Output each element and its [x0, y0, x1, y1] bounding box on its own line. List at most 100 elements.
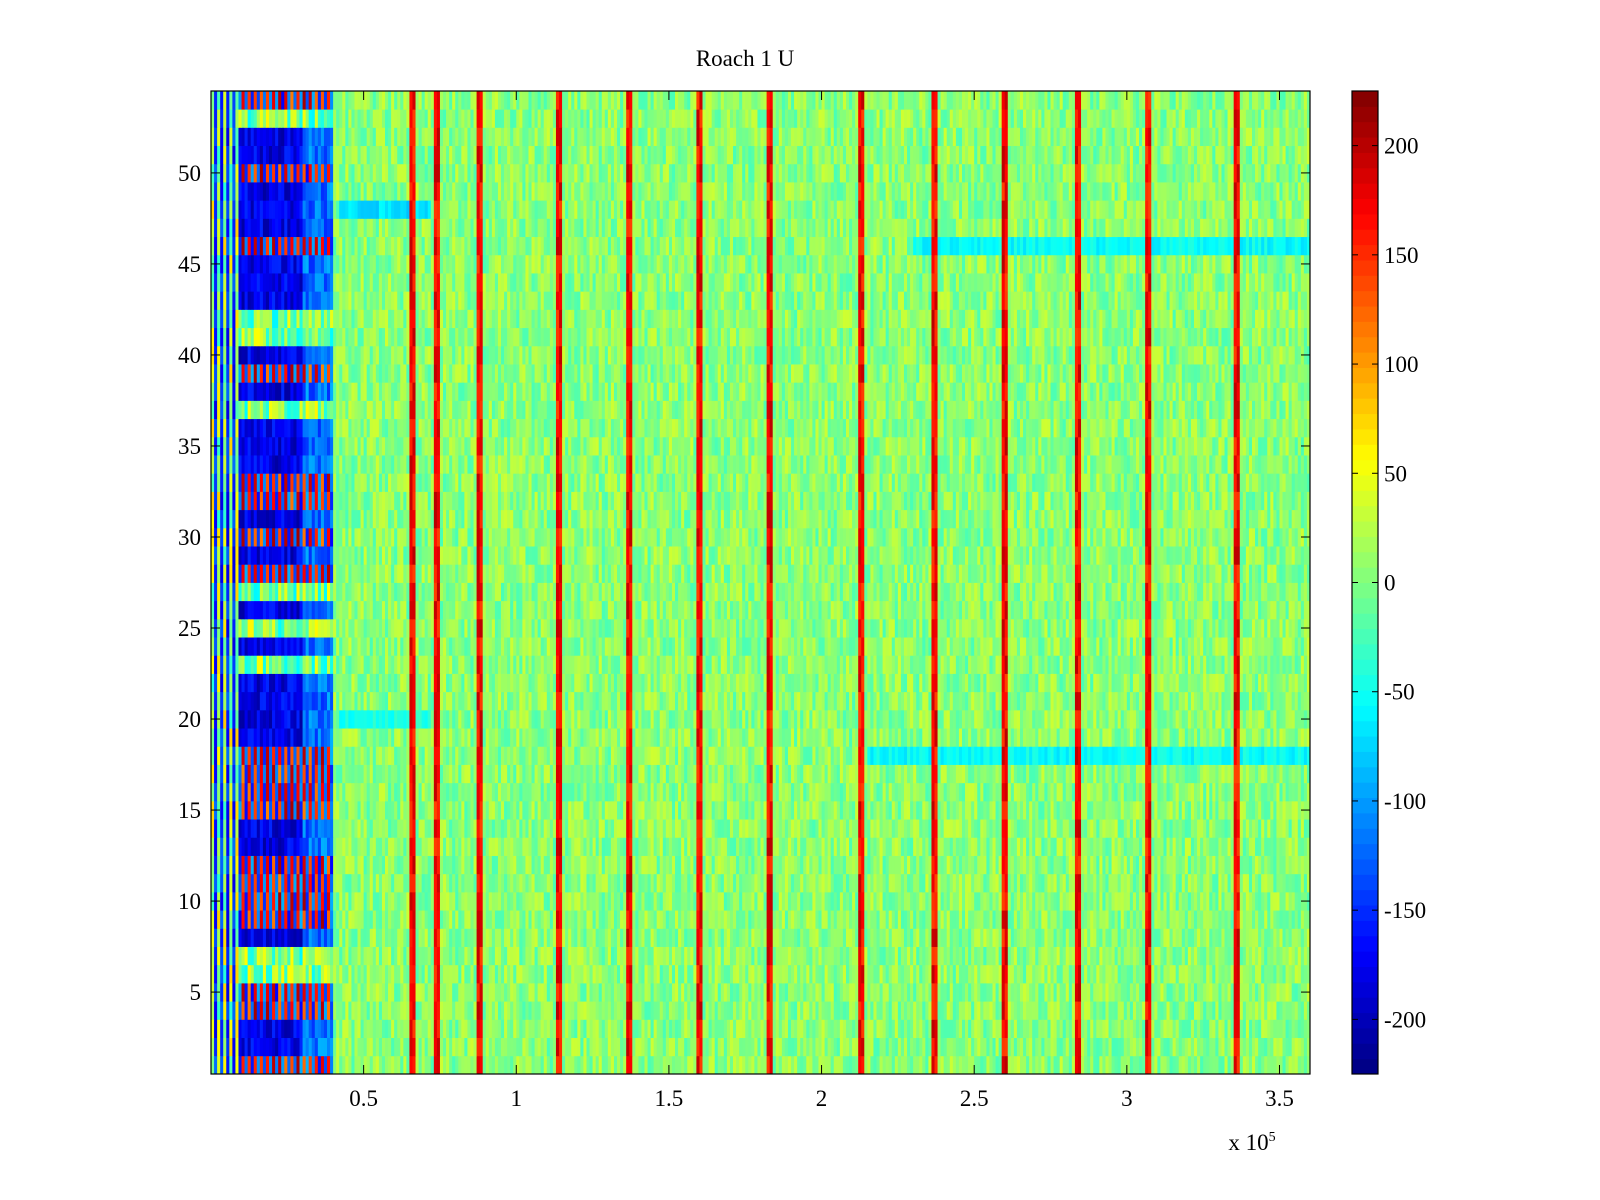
heatmap-cell	[345, 928, 348, 947]
heatmap-cell	[367, 892, 370, 911]
heatmap-cell	[883, 1019, 886, 1038]
heatmap-cell	[886, 983, 889, 1002]
heatmap-cell	[431, 1019, 434, 1038]
heatmap-cell	[238, 874, 241, 893]
heatmap-cell	[1276, 928, 1279, 947]
heatmap-cell	[721, 965, 724, 984]
heatmap-cell	[1203, 892, 1206, 911]
heatmap-cell	[928, 983, 931, 1002]
heatmap-cell	[1228, 892, 1231, 911]
heatmap-cell	[315, 1038, 318, 1057]
heatmap-cell	[492, 819, 495, 838]
heatmap-cell	[403, 819, 406, 838]
heatmap-cell	[1240, 928, 1243, 947]
heatmap-cell	[886, 856, 889, 875]
heatmap-cell	[1304, 1019, 1307, 1038]
heatmap-cell	[678, 1001, 681, 1020]
heatmap-cell	[1054, 1019, 1057, 1038]
heatmap-cell	[1154, 892, 1157, 911]
heatmap-cell	[562, 965, 565, 984]
heatmap-cell	[525, 983, 528, 1002]
heatmap-cell	[315, 1019, 318, 1038]
heatmap-cell	[1231, 928, 1234, 947]
heatmap-cell	[214, 947, 217, 966]
heatmap-cell	[309, 983, 312, 1002]
heatmap-cell	[571, 1019, 574, 1038]
heatmap-cell	[538, 874, 541, 893]
heatmap-cell	[877, 837, 880, 856]
heatmap-cell	[727, 819, 730, 838]
heatmap-cell	[1252, 947, 1255, 966]
heatmap-cell	[828, 910, 831, 929]
heatmap-cell	[370, 892, 373, 911]
heatmap-cell	[406, 1038, 409, 1057]
heatmap-cell	[846, 910, 849, 929]
heatmap-cell	[1112, 910, 1115, 929]
heatmap-cell	[550, 983, 553, 1002]
heatmap-cell	[229, 947, 232, 966]
heatmap-cell	[388, 837, 391, 856]
heatmap-cell	[999, 947, 1002, 966]
heatmap-cell	[324, 837, 327, 856]
heatmap-cell	[1179, 1019, 1182, 1038]
heatmap-cell	[1017, 1019, 1020, 1038]
heatmap-cell	[892, 819, 895, 838]
heatmap-cell	[458, 983, 461, 1002]
heatmap-cell	[522, 1019, 525, 1038]
heatmap-cell	[1133, 1001, 1136, 1020]
heatmap-cell	[736, 965, 739, 984]
heatmap-cell	[1197, 947, 1200, 966]
heatmap-cell	[922, 983, 925, 1002]
heatmap-cell	[434, 837, 437, 856]
heatmap-cell	[669, 874, 672, 893]
heatmap-cell	[1102, 856, 1105, 875]
heatmap-cell	[406, 856, 409, 875]
heatmap-cell	[1002, 874, 1005, 893]
heatmap-cell	[1044, 892, 1047, 911]
heatmap-cell	[617, 856, 620, 875]
heatmap-cell	[1130, 837, 1133, 856]
heatmap-cell	[1078, 1001, 1081, 1020]
heatmap-cell	[715, 1056, 718, 1075]
heatmap-cell	[1234, 837, 1237, 856]
heatmap-cell	[1115, 837, 1118, 856]
heatmap-cell	[528, 892, 531, 911]
heatmap-cell	[779, 965, 782, 984]
heatmap-cell	[492, 1056, 495, 1075]
heatmap-cell	[1182, 892, 1185, 911]
heatmap-cell	[696, 910, 699, 929]
heatmap-cell	[1151, 965, 1154, 984]
heatmap-cell	[251, 874, 254, 893]
heatmap-cell	[443, 1038, 446, 1057]
heatmap-cell	[837, 1001, 840, 1020]
heatmap-cell	[1270, 910, 1273, 929]
heatmap-cell	[1304, 910, 1307, 929]
heatmap-cell	[599, 892, 602, 911]
heatmap-cell	[1078, 837, 1081, 856]
heatmap-cell	[394, 874, 397, 893]
heatmap-cell	[1136, 1001, 1139, 1020]
heatmap-cell	[412, 874, 415, 893]
heatmap-cell	[339, 819, 342, 838]
heatmap-cell	[489, 928, 492, 947]
heatmap-cell	[644, 983, 647, 1002]
heatmap-cell	[1051, 819, 1054, 838]
heatmap-cell	[974, 1038, 977, 1057]
heatmap-cell	[538, 892, 541, 911]
heatmap-cell	[852, 965, 855, 984]
heatmap-cell	[1136, 856, 1139, 875]
heatmap-cell	[367, 965, 370, 984]
heatmap-cell	[1289, 856, 1292, 875]
heatmap-cell	[968, 928, 971, 947]
heatmap-cell	[345, 1001, 348, 1020]
heatmap-cell	[351, 947, 354, 966]
heatmap-cell	[791, 1001, 794, 1020]
heatmap-cell	[1212, 1001, 1215, 1020]
heatmap-cell	[409, 1019, 412, 1038]
heatmap-cell	[394, 965, 397, 984]
heatmap-cell	[605, 1001, 608, 1020]
heatmap-cell	[974, 910, 977, 929]
heatmap-cell	[614, 928, 617, 947]
heatmap-cell	[709, 1038, 712, 1057]
heatmap-cell	[296, 983, 299, 1002]
